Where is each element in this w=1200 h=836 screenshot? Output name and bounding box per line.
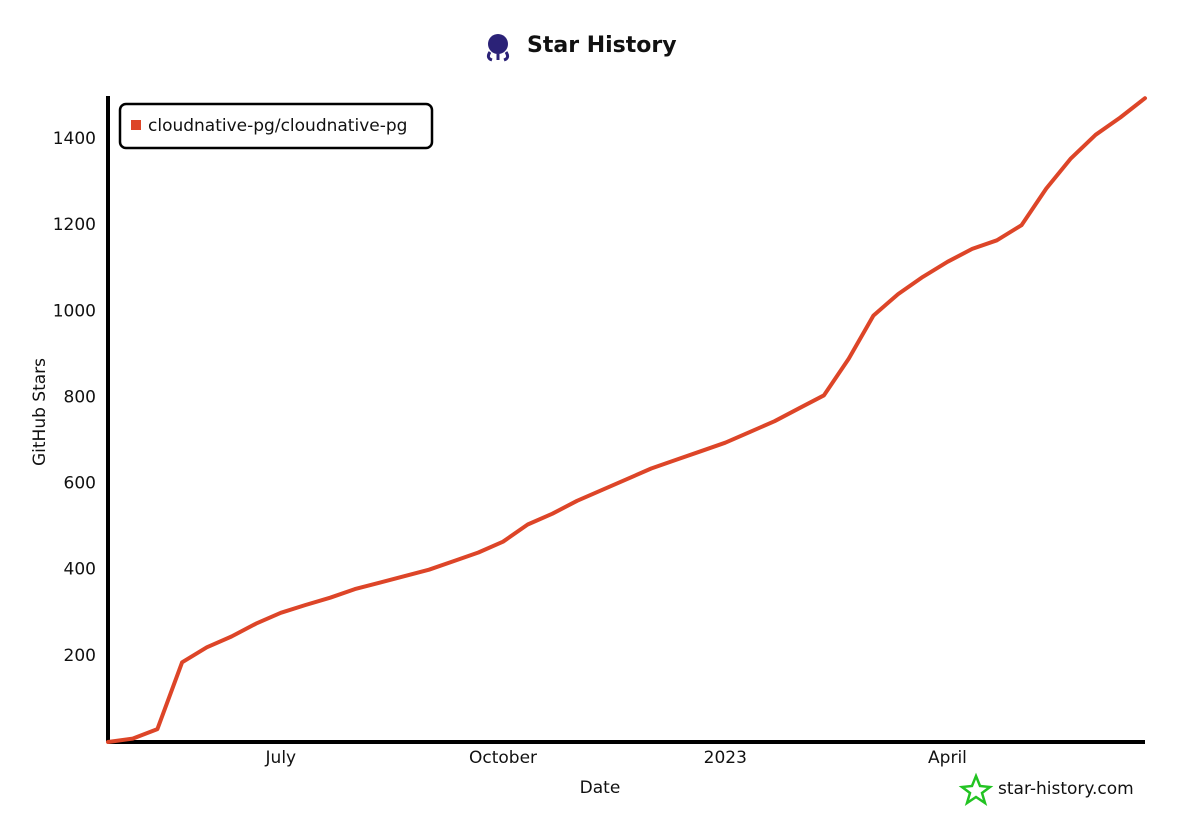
y-tick-label: 1000 <box>53 301 96 321</box>
watermark-icon <box>958 772 994 806</box>
y-tick-label: 400 <box>64 560 96 580</box>
x-axis-label: Date <box>580 778 621 798</box>
x-tick-label: April <box>928 748 967 768</box>
y-tick-label: 800 <box>64 387 96 407</box>
watermark: star-history.com <box>998 779 1134 799</box>
legend-swatch <box>131 120 141 130</box>
y-tick-label: 600 <box>64 474 96 494</box>
y-tick-label: 200 <box>64 646 96 666</box>
y-axis-label: GitHub Stars <box>30 358 50 466</box>
chart-title: Star History <box>527 33 677 58</box>
legend-box <box>118 102 434 150</box>
line-series <box>106 96 1147 744</box>
x-tick-label: 2023 <box>704 748 747 768</box>
title-icon <box>486 34 510 62</box>
legend-label: cloudnative-pg/cloudnative-pg <box>148 116 407 136</box>
x-tick-label: July <box>265 748 297 768</box>
x-tick-label: October <box>469 748 537 768</box>
y-tick-label: 1200 <box>53 215 96 235</box>
y-tick-label: 1400 <box>53 129 96 149</box>
